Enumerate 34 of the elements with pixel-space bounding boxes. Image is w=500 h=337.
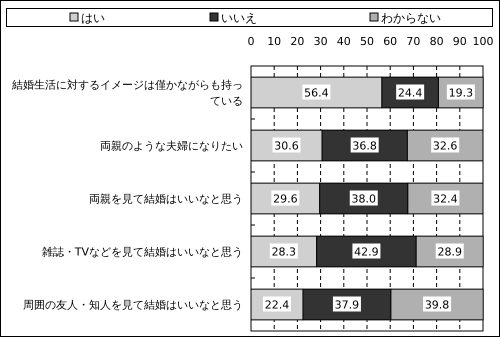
text: 36.8 (352, 140, 377, 152)
text: 30.6 (274, 140, 299, 152)
x-tick-label: 10 (267, 35, 282, 48)
text: 39.8 (424, 298, 450, 312)
text: 24.4 (398, 86, 422, 100)
y-tick-label: 結婚生活に対するイメージは僅かながらも持っている (11, 78, 243, 108)
text: 28.9 (437, 246, 462, 258)
text: 32.6 (432, 140, 458, 152)
y-tick-label: 雑誌・TVなどを見て結婚はいいなと思う (42, 246, 243, 258)
text: 42.9 (354, 246, 379, 258)
text: 22.4 (264, 298, 290, 312)
x-tick-label: 30 (314, 35, 328, 48)
y-tick-label: 両親のような夫婦になりたい (100, 140, 243, 152)
text: 19.3 (448, 86, 474, 100)
x-tick-label: 50 (360, 35, 374, 48)
x-tick-label: 40 (336, 35, 351, 48)
x-tick-label: 20 (290, 35, 304, 48)
x-tick-label: 60 (383, 35, 398, 48)
text: 32.4 (433, 192, 458, 206)
text: 56.4 (304, 86, 329, 100)
legend-label: はい (81, 11, 105, 25)
y-tick-label: 両親を見て結婚はいいなと思う (89, 192, 243, 206)
text: 37.9 (334, 298, 360, 312)
text: 38.0 (352, 192, 376, 206)
text: 29.6 (273, 192, 298, 206)
legend-label: わからない (381, 11, 441, 25)
x-tick-label: 100 (472, 35, 494, 48)
legend-label: いいえ (221, 11, 257, 25)
text: 28.3 (272, 246, 296, 258)
x-tick-label: 0 (248, 35, 254, 48)
y-tick-label: 周囲の友人・知人を見て結婚はいいなと思う (23, 298, 243, 312)
x-tick-label: 70 (406, 35, 420, 48)
x-tick-label: 90 (452, 35, 467, 48)
x-tick-label: 80 (430, 35, 444, 48)
